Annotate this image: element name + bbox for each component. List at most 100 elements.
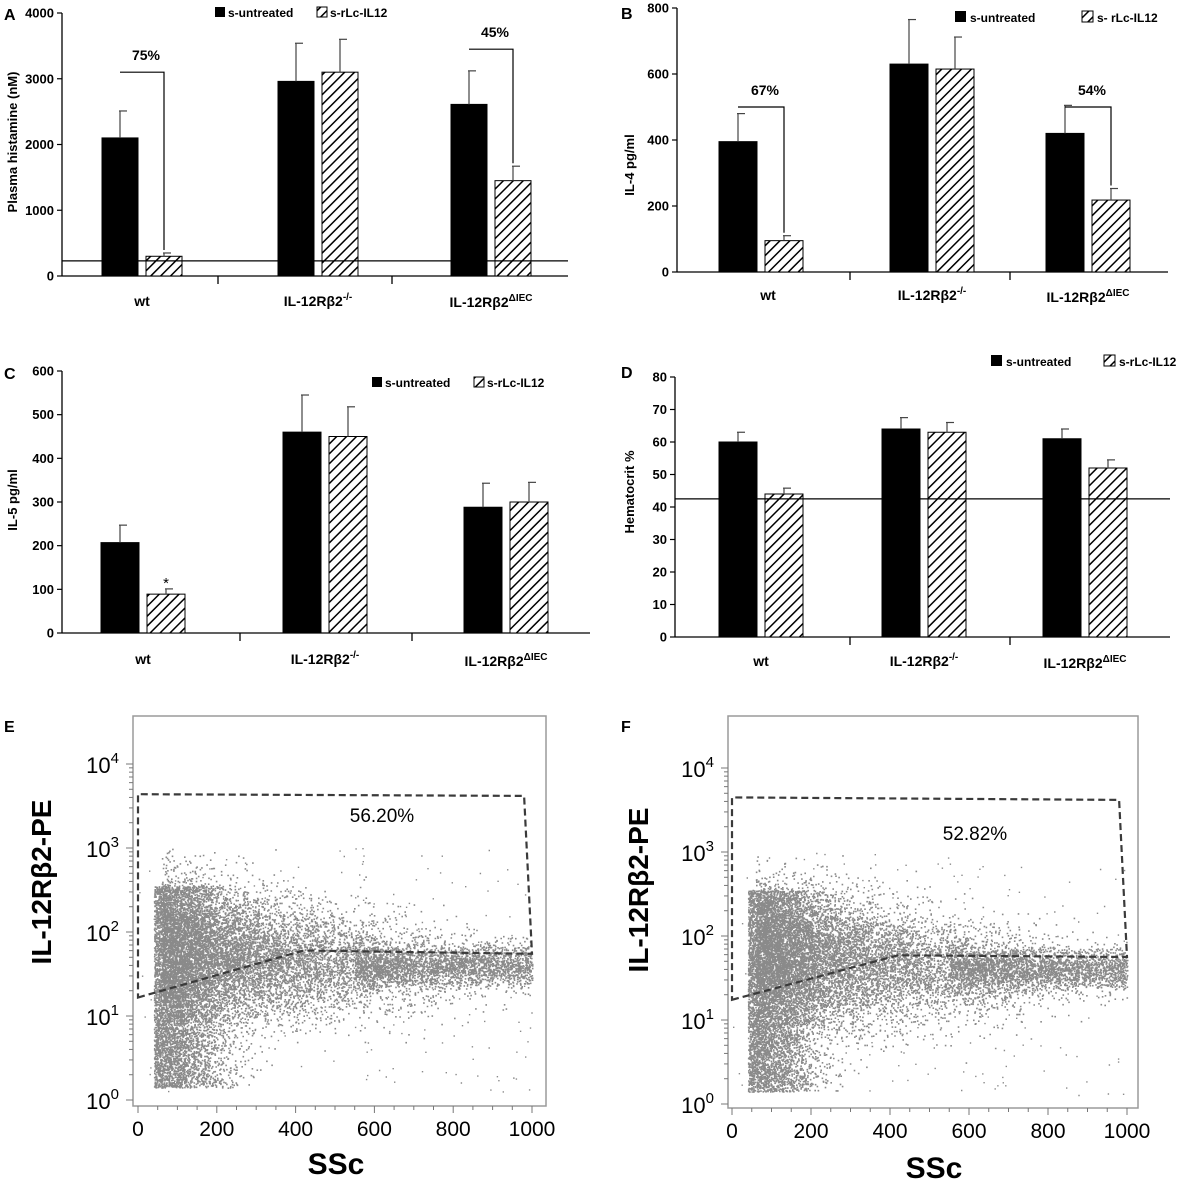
panel-f-x-axis-label: SSc <box>906 1152 963 1185</box>
panel-a-x-label-ko-main: IL-12Rβ2 <box>284 293 343 309</box>
panel-d-y-tick-label: 60 <box>653 435 667 450</box>
panel-d-bar-treated <box>927 431 967 638</box>
panel-d-x-label-iec: IL-12Rβ2ΔIEC <box>1044 654 1127 671</box>
panel-c-y-tick-label: 0 <box>47 626 54 641</box>
panel-a-legend-treated: s-rLc-IL12 <box>330 6 388 20</box>
panel-e-gate-polygon <box>136 793 534 999</box>
panel-c-y-tick-label: 400 <box>32 451 54 466</box>
panel-b-legend-treated: s- rLc-IL12 <box>1097 11 1158 25</box>
panel-f-y-tick-label: 104 <box>681 754 714 782</box>
panel-c: C 0 100 200 300 400 500 600 * IL-5 pg/ml wt IL-… <box>4 364 590 669</box>
panel-c-bar-treated <box>509 501 549 634</box>
panel-a-marks: 0 1000 2000 3000 4000 75% 45% <box>25 6 568 284</box>
panel-b-y-tick-label: 0 <box>662 265 669 280</box>
panel-c-y-tick-label: 300 <box>32 495 54 510</box>
panel-d-legend-swatch-untreated <box>991 355 1002 366</box>
panel-e-x-axis-label: SSc <box>308 1148 365 1181</box>
panel-d-x-label-wt: wt <box>752 653 769 669</box>
panel-e-x-tick-label: 0 <box>132 1118 144 1141</box>
panel-b-legend-swatch-treated <box>1081 10 1094 23</box>
panel-b-bar-treated <box>764 240 804 273</box>
panel-f-y-tick-label: 102 <box>681 922 714 950</box>
panel-a-legend: s-untreated s-rLc-IL12 <box>215 6 388 20</box>
panel-d-x-label-iec-sup: ΔIEC <box>1103 654 1127 665</box>
panel-a-bar-treated <box>145 255 183 277</box>
panel-f-y-tick-exp: 0 <box>706 1090 714 1107</box>
panel-d-legend-untreated: s-untreated <box>1006 355 1071 369</box>
panel-label-b: B <box>621 6 633 23</box>
panel-b-marks: 0 200 400 600 800 67% 54% <box>647 1 1168 280</box>
panel-d-y-tick-label: 50 <box>653 467 667 482</box>
panel-a-x-label-wt: wt <box>133 293 150 309</box>
panel-f-y-tick-base: 10 <box>681 925 705 950</box>
panel-e-y-tick-base: 10 <box>86 921 110 946</box>
panel-b-y-axis-label: IL-4 pg/ml <box>622 134 637 195</box>
panel-d-y-tick-label: 70 <box>653 402 667 417</box>
panel-b-x-label-iec: IL-12Rβ2ΔIEC <box>1047 288 1130 305</box>
panel-f-x-tick-label: 400 <box>872 1120 907 1143</box>
panel-label-f: F <box>621 719 631 736</box>
panel-c-bar-untreated <box>282 431 322 634</box>
panel-a-bar-untreated <box>277 80 315 277</box>
panel-f-scatter-points <box>733 852 1129 1097</box>
panel-b-annotation-bracket <box>1065 106 1112 186</box>
panel-a-annotation-percent: 45% <box>481 24 510 40</box>
panel-e-y-tick-label: 100 <box>86 1086 119 1114</box>
panel-a: A 0 1000 2000 3000 4000 75% 45% Plasma histami… <box>4 6 568 310</box>
panel-a-y-axis-label: Plasma histamine (nM) <box>5 72 20 213</box>
panel-c-bar-treated <box>146 593 186 634</box>
panel-b-bar-treated <box>935 68 975 273</box>
panel-d-x-label-iec-main: IL-12Rβ2 <box>1044 655 1103 671</box>
panel-c-legend-untreated: s-untreated <box>385 376 450 390</box>
panel-e-y-tick-base: 10 <box>86 753 110 778</box>
panel-c-bar-treated <box>328 436 368 634</box>
panel-e-x-tick-label: 1000 <box>509 1118 556 1141</box>
panel-c-significance-star: * <box>163 575 169 592</box>
panel-c-y-tick-label: 200 <box>32 538 54 553</box>
panel-d-legend: s-untreated s-rLc-IL12 <box>991 354 1177 369</box>
panel-e-x-tick-label: 400 <box>278 1118 313 1141</box>
panel-c-legend: s-untreated s-rLc-IL12 <box>372 376 545 390</box>
panel-b-y-tick-label: 600 <box>647 67 669 82</box>
panel-b-x-label-wt: wt <box>759 287 776 303</box>
panel-a-bar-treated <box>494 180 532 277</box>
panel-b-y-tick-label: 200 <box>647 199 669 214</box>
panel-a-y-tick-label: 2000 <box>25 137 54 152</box>
panel-c-y-axis-label: IL-5 pg/ml <box>5 469 20 530</box>
panel-c-x-label-iec-main: IL-12Rβ2 <box>465 653 524 669</box>
panel-f-y-tick-exp: 2 <box>706 922 714 939</box>
panel-b-bar-untreated <box>718 141 758 273</box>
panel-f-y-axis-label: IL-12Rβ2-PE <box>623 808 654 973</box>
panel-d-legend-swatch-treated <box>1103 354 1116 367</box>
panel-d-x-label-ko-main: IL-12Rβ2 <box>890 653 949 669</box>
panel-e-x-tick-label: 800 <box>436 1118 471 1141</box>
panel-f-y-tick-label: 103 <box>681 838 714 866</box>
panel-a-x-label-ko: IL-12Rβ2-/- <box>284 292 353 309</box>
panel-e-x-tick-label: 600 <box>357 1118 392 1141</box>
panel-a-y-tick-label: 3000 <box>25 71 54 86</box>
panel-a-bar-untreated <box>101 137 139 277</box>
panel-c-x-label-ko: IL-12Rβ2-/- <box>291 650 360 667</box>
panel-f-y-tick-base: 10 <box>681 1009 705 1034</box>
panel-a-bar-treated <box>321 71 359 277</box>
panel-d-marks: 0 10 20 30 40 50 60 70 80 <box>653 370 1170 645</box>
panel-d-bar-untreated <box>718 441 758 638</box>
panel-a-legend-swatch-untreated <box>215 7 225 17</box>
panel-b-legend: s-untreated s- rLc-IL12 <box>955 10 1158 25</box>
panel-c-x-label-ko-main: IL-12Rβ2 <box>291 651 350 667</box>
panel-b-x-label-ko-sup: -/- <box>957 286 966 297</box>
panel-d-legend-treated: s-rLc-IL12 <box>1119 355 1177 369</box>
panel-a-x-label-iec-main: IL-12Rβ2 <box>450 294 509 310</box>
panel-d: D 0 10 20 30 40 50 60 70 80 Hematocrit % wt IL-1… <box>621 354 1177 671</box>
panel-label-e: E <box>4 719 15 736</box>
panel-b-x-label-ko: IL-12Rβ2-/- <box>898 286 967 303</box>
panel-d-y-axis-label: Hematocrit % <box>622 450 637 534</box>
panel-f-y-tick-label: 100 <box>681 1090 714 1118</box>
panel-f-y-tick-exp: 1 <box>706 1006 714 1023</box>
panel-d-bar-treated <box>764 493 804 638</box>
panel-e-y-tick-exp: 4 <box>111 750 119 767</box>
panel-f-y-tick-base: 10 <box>681 1093 705 1118</box>
